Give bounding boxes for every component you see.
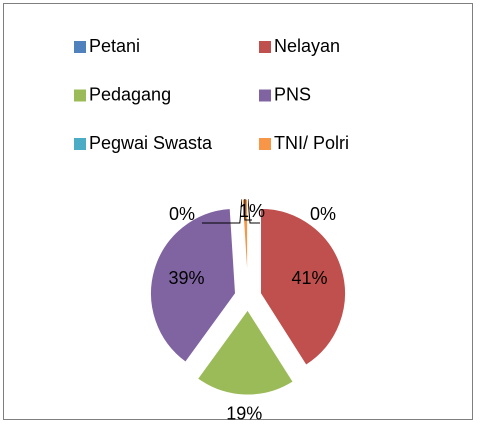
legend-label: Pedagang — [89, 84, 171, 104]
data-label: 0% — [310, 204, 336, 224]
data-label: 19% — [226, 404, 262, 424]
leader-line — [202, 199, 243, 224]
data-label: 39% — [169, 268, 205, 288]
legend-label: Nelayan — [274, 36, 340, 56]
legend-label: Pegwai Swasta — [89, 133, 213, 153]
data-label: 0% — [169, 204, 195, 224]
data-label: 1% — [239, 201, 265, 221]
legend-swatch — [74, 89, 86, 102]
legend-label: TNI/ Polri — [274, 133, 349, 153]
leader-line — [244, 199, 252, 221]
legend-swatch — [74, 138, 86, 150]
legend-label: PNS — [274, 84, 311, 104]
legend-swatch — [259, 41, 271, 53]
legend-swatch — [259, 138, 271, 150]
data-label: 41% — [291, 268, 327, 288]
legend-swatch — [259, 89, 271, 102]
pie-slice — [259, 207, 346, 366]
pie-slice — [150, 208, 237, 363]
pie-slice — [196, 309, 294, 396]
legend-label: Petani — [89, 36, 140, 56]
legend-swatch — [74, 41, 86, 53]
